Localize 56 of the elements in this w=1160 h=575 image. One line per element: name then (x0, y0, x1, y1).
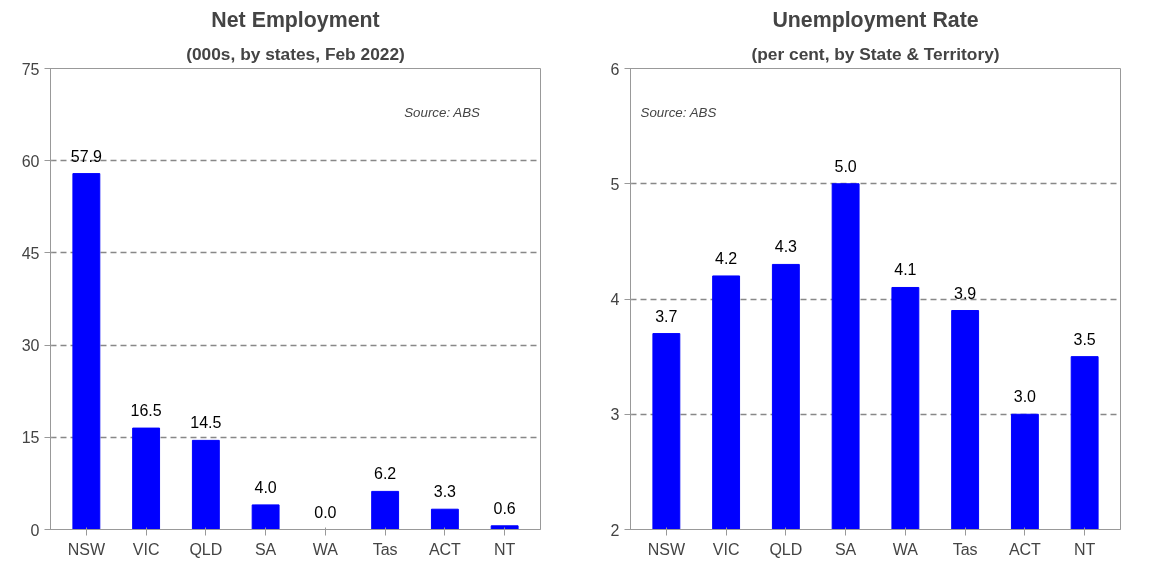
data-label: 0.6 (493, 499, 516, 517)
annotation: Source: ABS (640, 104, 717, 120)
x-tick-label: ACT (1008, 540, 1042, 558)
data-label: 4.1 (894, 261, 917, 279)
x-tick-label: Tas (372, 540, 398, 558)
data-label: 3.0 (1013, 388, 1037, 406)
bar (191, 439, 220, 530)
x-tick-label: NT (493, 540, 516, 558)
x-tick-label: QLD (189, 540, 223, 558)
chart-subtitle: (000s, by states, Feb 2022) (186, 43, 405, 64)
chart-subtitle: (per cent, by State & Territory) (751, 43, 1000, 64)
x-tick-label: WA (892, 540, 919, 558)
data-label: 4.2 (714, 249, 738, 267)
data-label: 3.3 (433, 483, 457, 501)
bar (490, 525, 519, 530)
y-tick-label: 15 (21, 429, 40, 447)
chart-title: Unemployment Rate (772, 7, 979, 32)
y-tick-label: 5 (610, 175, 620, 193)
x-tick-label: SA (834, 540, 857, 558)
data-label: 6.2 (374, 465, 397, 483)
y-tick-label: 3 (610, 406, 620, 424)
y-tick-label: 4 (610, 291, 620, 308)
data-label: 3.7 (655, 307, 678, 325)
x-tick-label: VIC (132, 540, 160, 558)
y-tick-label: 45 (21, 244, 40, 262)
data-label: 16.5 (130, 402, 162, 420)
y-tick-label: 6 (610, 60, 620, 78)
data-label: 5.0 (834, 157, 857, 175)
x-tick-label: WA (312, 540, 339, 558)
x-tick-label: VIC (712, 540, 740, 558)
annotation: Source: ABS (404, 104, 481, 120)
chart-title: Net Employment (211, 7, 380, 32)
x-tick-label: NSW (67, 540, 106, 558)
x-tick-label: QLD (769, 540, 803, 558)
x-tick-label: NSW (647, 540, 686, 558)
y-tick-label: 0 (30, 521, 40, 539)
data-label: 4.0 (254, 478, 277, 496)
bar (132, 427, 161, 530)
x-tick-label: Tas (952, 540, 978, 558)
y-tick-label: 75 (21, 60, 40, 78)
y-tick-label: 30 (21, 337, 40, 355)
data-label: 4.3 (774, 238, 798, 256)
data-label: 14.5 (190, 414, 222, 432)
x-tick-label: NT (1073, 540, 1096, 558)
bar (371, 490, 400, 530)
bar (251, 504, 280, 530)
y-tick-label: 2 (610, 521, 620, 539)
y-tick-label: 60 (21, 152, 40, 170)
data-label: 0.0 (314, 503, 337, 521)
bar (430, 508, 459, 530)
x-tick-label: ACT (428, 540, 462, 558)
data-label: 3.9 (954, 284, 977, 302)
bar (72, 173, 101, 530)
data-label: 57.9 (70, 147, 103, 165)
data-label: 3.5 (1073, 330, 1096, 348)
x-tick-label: SA (254, 540, 277, 558)
